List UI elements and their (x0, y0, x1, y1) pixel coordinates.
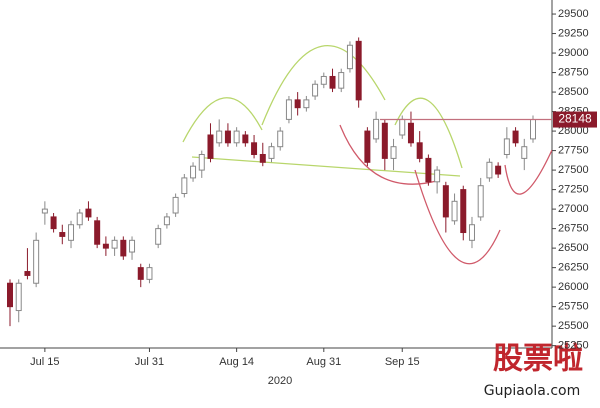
candle-body (198, 153, 205, 171)
arc (261, 45, 386, 126)
candle-body (416, 142, 423, 159)
candle-body (468, 224, 475, 241)
y-tick-label: 27250 (558, 184, 589, 196)
arc (504, 149, 553, 195)
candle-body (207, 134, 214, 159)
candle-body (495, 165, 502, 175)
candle-body (41, 208, 48, 214)
candle-body (399, 118, 406, 136)
candle-body (129, 239, 136, 253)
candle-body (285, 99, 292, 120)
candle-body (190, 165, 197, 179)
candle-body (7, 282, 13, 308)
x-tick-label: Aug 31 (306, 356, 341, 368)
candle-body (530, 119, 536, 140)
candle-body (68, 224, 75, 241)
candle-body (277, 130, 284, 148)
candle-body (155, 228, 162, 245)
candle-body (312, 83, 319, 97)
y-tick-label: 26750 (558, 223, 589, 235)
candle-body (94, 220, 101, 245)
candle-body (146, 267, 153, 280)
candle-body (425, 157, 432, 183)
candle-body (172, 196, 179, 214)
candle-body (181, 177, 188, 195)
watermark-title: 股票啦 (493, 342, 583, 377)
y-tick-label: 25500 (558, 320, 589, 332)
y-tick-label: 26000 (558, 281, 589, 293)
candle-body (33, 239, 40, 284)
candle-body (111, 239, 118, 249)
candle-body (407, 122, 414, 144)
x-tick-label: Jul 15 (30, 356, 59, 368)
y-tick-label: 25750 (558, 301, 589, 313)
y-tick-label: 27750 (558, 144, 589, 156)
candle-body (137, 267, 144, 280)
candle-body (346, 44, 353, 70)
candle-body (434, 169, 441, 183)
candle-body (442, 185, 449, 218)
candle-body (521, 146, 528, 159)
y-tick-label: 29000 (558, 47, 589, 59)
candle-body (451, 200, 458, 222)
x-tick-label: Jul 31 (135, 356, 164, 368)
watermark-url: Gupiaola.com (484, 383, 580, 399)
candle-body (50, 216, 57, 230)
candle-body (503, 138, 510, 155)
last-price-label: 28148 (558, 112, 592, 126)
candle-body (242, 134, 249, 144)
candle-body (512, 130, 519, 144)
candle-body (120, 239, 127, 257)
y-tick-label: 26250 (558, 262, 589, 274)
candle-body (15, 282, 22, 312)
arc (182, 97, 263, 143)
candle-body (477, 185, 484, 218)
y-tick-label: 27500 (558, 164, 589, 176)
candle-body (163, 216, 170, 226)
candle-body (216, 130, 223, 144)
pattern-annotations (182, 45, 553, 265)
y-tick-label: 25250 (558, 340, 589, 352)
x-tick-label: Sep 15 (385, 356, 420, 368)
arc (339, 124, 441, 185)
candle-body (338, 72, 345, 89)
y-tick-label: 28500 (558, 86, 589, 98)
y-tick-label: 27000 (558, 203, 589, 215)
candle-body (355, 40, 362, 101)
y-tick-label: 26500 (558, 242, 589, 254)
last-price-box (553, 111, 597, 128)
y-tick-label: 28750 (558, 66, 589, 78)
candle-body (486, 161, 493, 179)
candle-body (251, 142, 258, 155)
candle-body (259, 153, 266, 163)
candle-body (24, 271, 31, 276)
y-tick-label: 29250 (558, 27, 589, 39)
candle-body (390, 146, 397, 159)
candle-body (102, 243, 109, 249)
x-tick-label: Aug 14 (219, 356, 254, 368)
y-tick-label: 29500 (558, 8, 589, 20)
candle-body (364, 130, 371, 163)
candle-body (268, 146, 275, 159)
candle-body (460, 189, 467, 234)
candle-body (381, 122, 388, 159)
candle-body (85, 208, 92, 218)
y-tick-label: 28000 (558, 125, 589, 137)
candle-body (329, 75, 336, 89)
arc (414, 169, 501, 265)
candle-body (320, 75, 327, 85)
candle-body (224, 130, 231, 144)
candle-body (76, 212, 83, 226)
x-axis-label: 2020 (268, 375, 292, 387)
candle-body (233, 130, 240, 144)
candle-body (294, 99, 301, 109)
candle-body (373, 118, 380, 140)
candle-body (59, 232, 66, 237)
candle-body (303, 99, 310, 109)
arc (394, 97, 463, 169)
